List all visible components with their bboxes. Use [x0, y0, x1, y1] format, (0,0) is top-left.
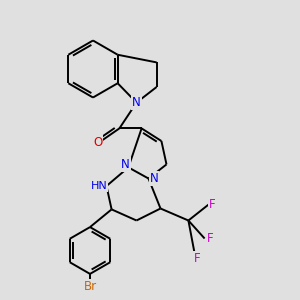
Text: F: F	[207, 232, 213, 245]
Text: N: N	[149, 172, 158, 185]
Text: F: F	[194, 252, 200, 265]
Text: HN: HN	[91, 181, 107, 191]
Text: Br: Br	[83, 280, 97, 293]
Text: O: O	[93, 136, 102, 149]
Text: N: N	[121, 158, 130, 171]
Text: F: F	[209, 198, 215, 211]
Text: N: N	[132, 96, 141, 109]
